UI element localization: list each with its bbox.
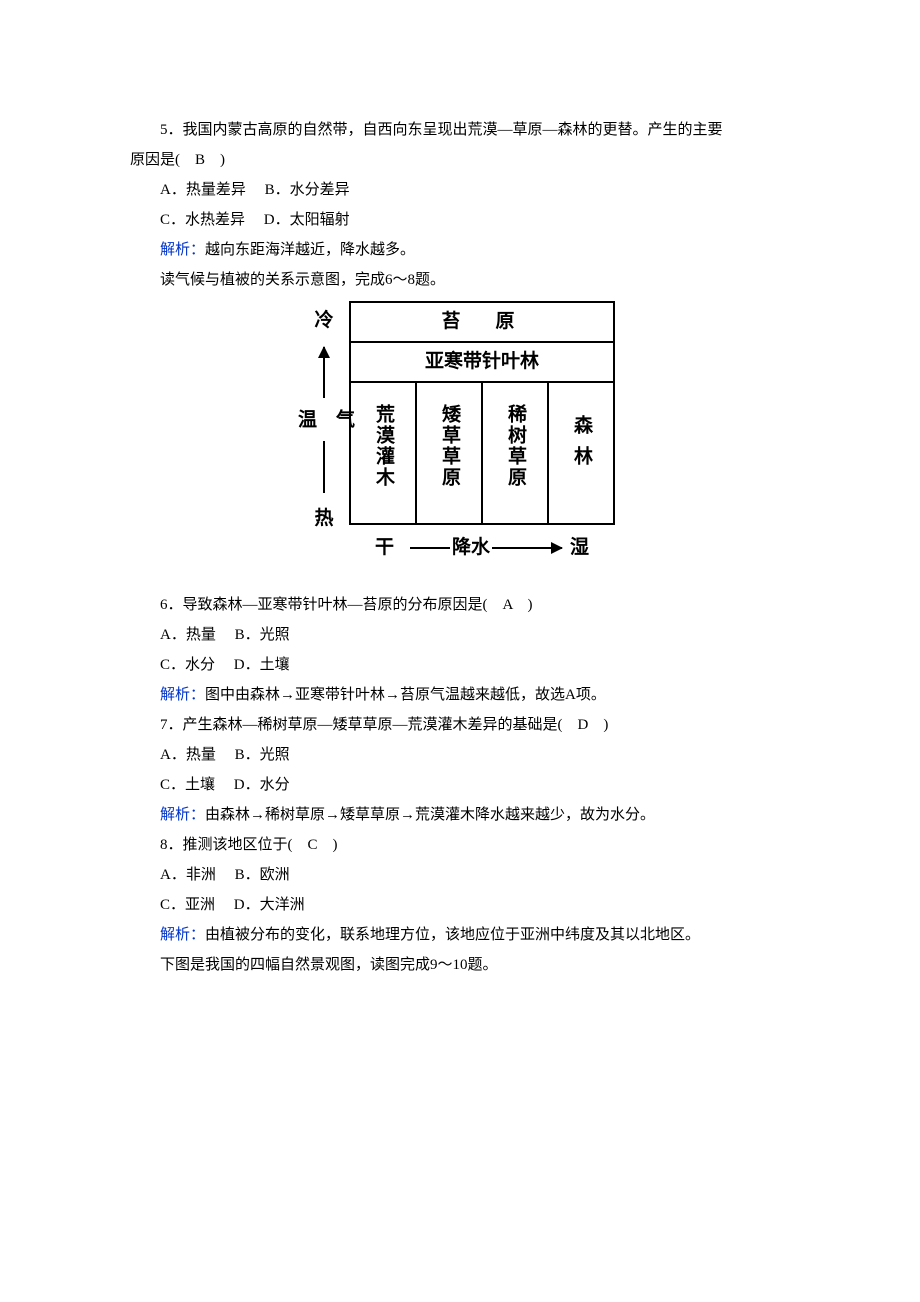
q6-options-cd: C．水分 D．土壤 (130, 650, 790, 680)
q8-analysis-text: 由植被分布的变化，联系地理方位，该地应位于亚洲中纬度及其以北地区。 (205, 927, 700, 943)
lead-9-10: 下图是我国的四幅自然景观图，读图完成9～10题。 (130, 950, 790, 980)
x-axis-line-left (410, 547, 450, 549)
diagram-row1: 苔 原 (350, 302, 614, 342)
x-axis-right: 湿 (570, 529, 589, 567)
q8-stem: 8．推测该地区位于( C ) (130, 830, 790, 860)
q7-analysis-text: 由森林→稀树草原→矮草草原→荒漠灌木降水越来越少，故为水分。 (205, 807, 655, 823)
q5-analysis-label: 解析： (160, 242, 205, 258)
q8-options-cd: C．亚洲 D．大洋洲 (130, 890, 790, 920)
q8-opt-a: A．非洲 (160, 867, 216, 883)
diagram-r3c3: 稀树草原 (482, 382, 548, 524)
q6-options-ab: A．热量 B．光照 (130, 620, 790, 650)
document-page: 5．我国内蒙古高原的自然带，自西向东呈现出荒漠—草原—森林的更替。产生的主要 原… (0, 0, 920, 1080)
y-axis-top: 冷 (314, 302, 333, 340)
q8-opt-c: C．亚洲 (160, 897, 215, 913)
q5-opt-a: A．热量差异 (160, 182, 246, 198)
q8-analysis-label: 解析： (160, 927, 205, 943)
q5-options-ab: A．热量差异 B．水分差异 (130, 175, 790, 205)
q7-opt-a: A．热量 (160, 747, 216, 763)
q7-opt-b: B．光照 (235, 747, 290, 763)
q6-analysis: 解析：图中由森林→亚寒带针叶林→苔原气温越来越低，故选A项。 (130, 680, 790, 710)
climate-vegetation-diagram: 冷 气温 热 苔 原 亚寒带针叶林 (130, 301, 790, 578)
q5-opt-d: D．太阳辐射 (264, 212, 350, 228)
y-axis-line (323, 441, 325, 493)
q7-analysis-label: 解析： (160, 807, 205, 823)
x-axis-left: 干 (375, 529, 394, 567)
q5-analysis-text: 越向东距海洋越近，降水越多。 (205, 242, 415, 258)
q7-analysis: 解析：由森林→稀树草原→矮草草原→荒漠灌木降水越来越少，故为水分。 (130, 800, 790, 830)
q6-analysis-text: 图中由森林→亚寒带针叶林→苔原气温越来越低，故选A项。 (205, 687, 606, 703)
q8-opt-d: D．大洋洲 (234, 897, 305, 913)
q6-opt-b: B．光照 (235, 627, 290, 643)
q7-options-ab: A．热量 B．光照 (130, 740, 790, 770)
q7-stem: 7．产生森林—稀树草原—矮草草原—荒漠灌木差异的基础是( D ) (130, 710, 790, 740)
q6-opt-a: A．热量 (160, 627, 216, 643)
q7-options-cd: C．土壤 D．水分 (130, 770, 790, 800)
q5-stem-line1: 5．我国内蒙古高原的自然带，自西向东呈现出荒漠—草原—森林的更替。产生的主要 (130, 115, 790, 145)
y-axis-label: 气温 (286, 402, 362, 438)
q5-opt-b: B．水分差异 (265, 182, 350, 198)
diagram-r3c2: 矮草草原 (416, 382, 482, 524)
q5-opt-c: C．水热差异 (160, 212, 245, 228)
diagram-row2: 亚寒带针叶林 (350, 342, 614, 382)
q5-options-cd: C．水热差异 D．太阳辐射 (130, 205, 790, 235)
x-axis-arrow-icon (492, 547, 562, 549)
diagram-r3c4: 森林 (548, 382, 614, 524)
q7-opt-c: C．土壤 (160, 777, 215, 793)
lead-6-8: 读气候与植被的关系示意图，完成6～8题。 (130, 265, 790, 295)
x-axis-label: 降水 (452, 529, 490, 567)
q6-opt-c: C．水分 (160, 657, 215, 673)
q6-stem: 6．导致森林—亚寒带针叶林—苔原的分布原因是( A ) (130, 590, 790, 620)
diagram-table: 冷 气温 热 苔 原 亚寒带针叶林 (305, 301, 615, 567)
q8-analysis: 解析：由植被分布的变化，联系地理方位，该地应位于亚洲中纬度及其以北地区。 (130, 920, 790, 950)
q5-analysis: 解析：越向东距海洋越近，降水越多。 (130, 235, 790, 265)
q8-options-ab: A．非洲 B．欧洲 (130, 860, 790, 890)
q7-opt-d: D．水分 (234, 777, 290, 793)
q6-analysis-label: 解析： (160, 687, 205, 703)
q5-stem-line2: 原因是( B ) (130, 145, 790, 175)
q8-opt-b: B．欧洲 (235, 867, 290, 883)
q6-opt-d: D．土壤 (234, 657, 290, 673)
y-axis-arrow-icon (323, 347, 325, 399)
diagram-x-axis: 干 降水 湿 (350, 524, 614, 567)
y-axis-bottom: 热 (314, 500, 333, 538)
